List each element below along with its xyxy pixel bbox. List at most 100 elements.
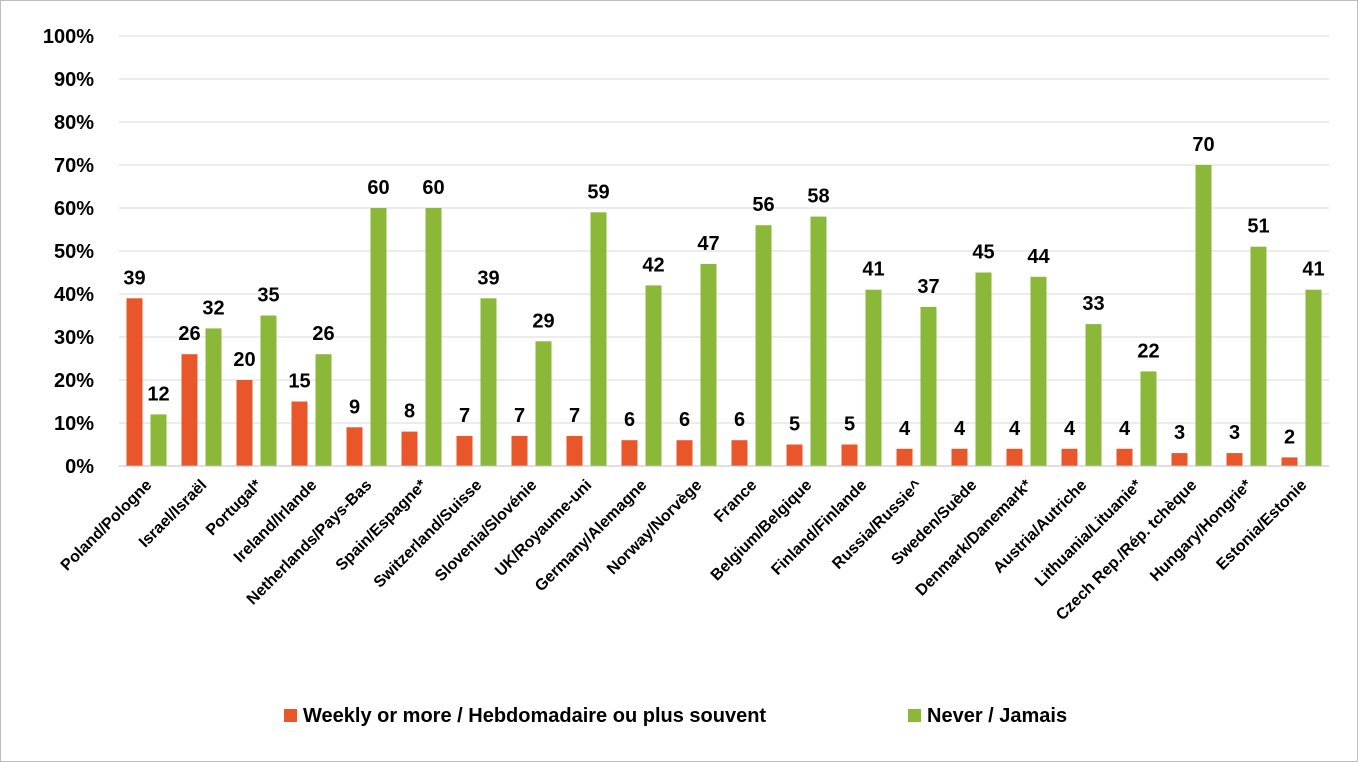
- data-label: 22: [1137, 340, 1159, 362]
- data-label: 33: [1082, 293, 1104, 315]
- x-axis: Poland/PologneIsrael/IsraëlPortugal*Irel…: [58, 465, 1329, 624]
- data-label: 4: [1119, 418, 1131, 440]
- y-tick-label: 10%: [54, 413, 94, 435]
- bar-weekly: [1226, 453, 1243, 466]
- legend-label-never: Never / Jamais: [927, 705, 1067, 727]
- data-label: 2: [1284, 426, 1295, 448]
- bar-never: [920, 306, 937, 466]
- data-label: 3: [1229, 422, 1240, 444]
- bar-weekly: [731, 440, 748, 466]
- bar-weekly: [1006, 448, 1023, 466]
- data-label: 60: [367, 177, 389, 199]
- bar-never: [645, 285, 662, 466]
- bar-never: [1305, 289, 1322, 466]
- bar-weekly: [511, 435, 528, 466]
- bar-weekly: [456, 435, 473, 466]
- bar-never: [975, 272, 992, 466]
- data-label: 42: [642, 254, 664, 276]
- data-label: 29: [532, 310, 554, 332]
- x-tick-label: Poland/Pologne: [58, 477, 156, 575]
- x-tick-label: Hungary/Hongrie*: [1147, 476, 1256, 585]
- x-tick-label: Austria/Autriche: [990, 477, 1090, 577]
- bar-weekly: [126, 298, 143, 466]
- bar-weekly: [841, 444, 858, 466]
- bar-weekly: [1061, 448, 1078, 466]
- data-label: 41: [1302, 259, 1324, 281]
- data-label: 56: [752, 194, 774, 216]
- bar-never: [425, 208, 442, 466]
- y-tick-label: 70%: [54, 155, 94, 177]
- y-tick-label: 30%: [54, 327, 94, 349]
- bar-never: [755, 225, 772, 466]
- data-label: 7: [569, 405, 580, 427]
- legend: Weekly or more / Hebdomadaire ou plus so…: [284, 705, 1067, 727]
- bar-never: [480, 298, 497, 466]
- bar-weekly: [401, 431, 418, 466]
- bar-weekly: [676, 440, 693, 466]
- bar-never: [260, 315, 277, 466]
- x-tick-label: Spain/Espagne*: [333, 476, 431, 574]
- data-label: 15: [288, 371, 310, 393]
- data-label: 26: [312, 323, 334, 345]
- data-label: 41: [862, 259, 884, 281]
- bar-never: [205, 328, 222, 466]
- bar-never: [150, 414, 167, 466]
- y-tick-label: 0%: [65, 456, 94, 478]
- data-label: 4: [899, 418, 911, 440]
- x-tick-label: Finland/Finlande: [768, 477, 870, 579]
- y-tick-label: 40%: [54, 284, 94, 306]
- data-label: 5: [789, 414, 800, 436]
- data-label: 6: [734, 409, 745, 431]
- bar-never: [700, 263, 717, 466]
- bar-weekly: [291, 401, 308, 466]
- bar-never: [810, 216, 827, 466]
- y-tick-label: 100%: [43, 26, 94, 48]
- bar-weekly: [236, 380, 253, 466]
- bars: [126, 165, 1322, 466]
- data-label: 44: [1027, 246, 1050, 268]
- data-label: 32: [202, 297, 224, 319]
- legend-swatch-never: [908, 709, 921, 722]
- data-label: 6: [624, 409, 635, 431]
- data-label: 12: [147, 383, 169, 405]
- bar-never: [1085, 324, 1102, 466]
- legend-label-weekly: Weekly or more / Hebdomadaire ou plus so…: [303, 705, 766, 727]
- bar-weekly: [786, 444, 803, 466]
- data-label: 26: [178, 323, 200, 345]
- x-tick-label: Norway/Norvège: [604, 477, 705, 578]
- legend-swatch-weekly: [284, 709, 297, 722]
- data-label: 20: [233, 349, 255, 371]
- data-label: 39: [477, 267, 499, 289]
- data-label: 51: [1247, 216, 1269, 238]
- bar-never: [1140, 371, 1157, 466]
- bar-weekly: [1281, 457, 1298, 466]
- data-label: 4: [1009, 418, 1021, 440]
- data-label: 35: [257, 285, 279, 307]
- bar-never: [315, 354, 332, 466]
- data-label: 3: [1174, 422, 1185, 444]
- data-label: 60: [422, 177, 444, 199]
- data-label: 4: [954, 418, 966, 440]
- x-tick-label: Slovenia/Slovénie: [432, 477, 540, 585]
- x-tick-label: UK/Royaume-uni: [492, 477, 595, 580]
- data-label: 47: [697, 233, 719, 255]
- data-label: 5: [844, 414, 855, 436]
- bar-weekly: [566, 435, 583, 466]
- data-labels: 3912263220351526960860739729759642647656…: [123, 134, 1324, 448]
- bar-never: [590, 212, 607, 466]
- y-tick-label: 80%: [54, 112, 94, 134]
- bar-weekly: [1171, 453, 1188, 466]
- y-axis: 0% 10% 20% 30% 40% 50% 60% 70% 80% 90% 100%: [43, 26, 94, 478]
- y-tick-label: 20%: [54, 370, 94, 392]
- x-tick-label: Belgium/Belgique: [708, 477, 816, 585]
- data-label: 39: [123, 267, 145, 289]
- x-tick-label: Lithuania/Lituanie*: [1032, 476, 1146, 590]
- data-label: 4: [1064, 418, 1076, 440]
- bar-never: [1030, 276, 1047, 466]
- data-label: 37: [917, 276, 939, 298]
- data-label: 6: [679, 409, 690, 431]
- x-tick-label: Switzerland/Suisse: [371, 477, 486, 592]
- data-label: 45: [972, 242, 994, 264]
